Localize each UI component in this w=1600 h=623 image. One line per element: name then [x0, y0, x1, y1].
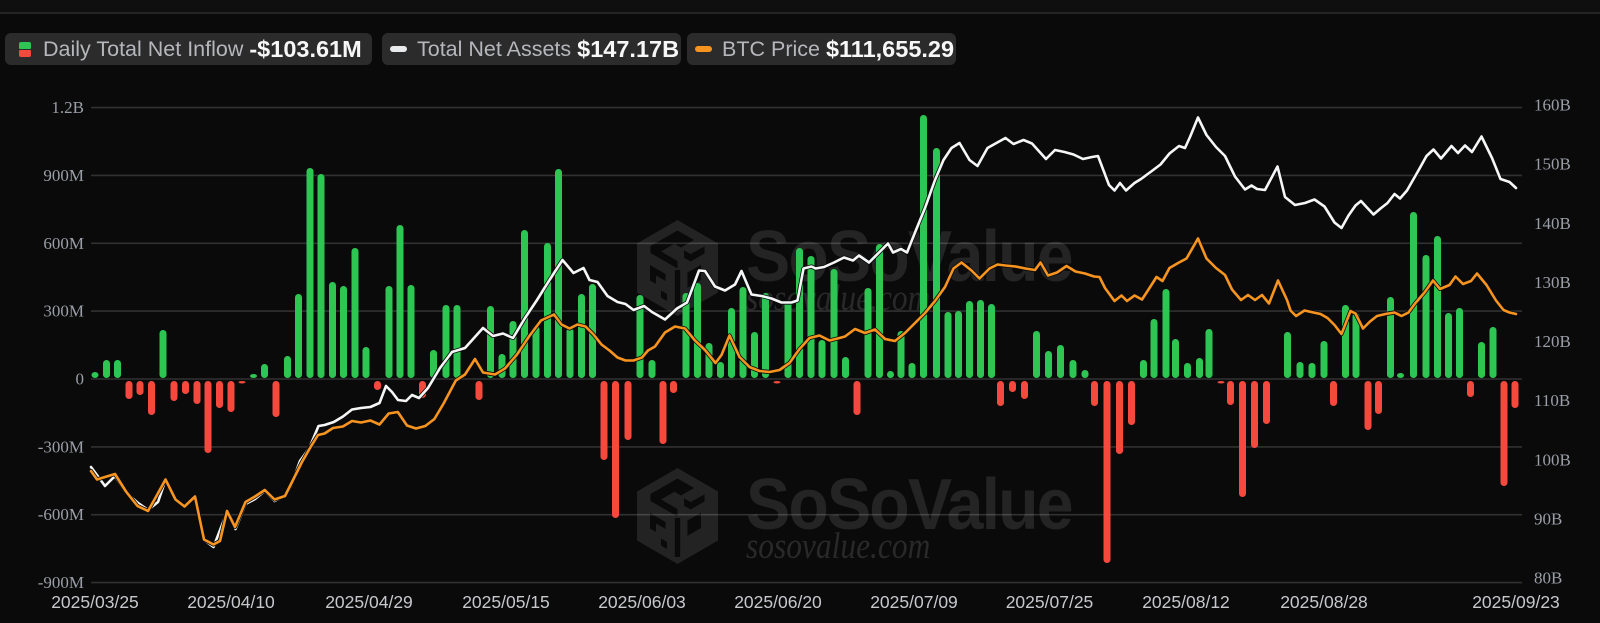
svg-text:2025/04/29: 2025/04/29: [325, 592, 413, 612]
svg-text:900M: 900M: [43, 166, 84, 185]
svg-text:2025/08/28: 2025/08/28: [1280, 592, 1368, 612]
svg-text:110B: 110B: [1534, 391, 1570, 410]
svg-text:2025/07/25: 2025/07/25: [1006, 592, 1094, 612]
svg-text:90B: 90B: [1534, 510, 1562, 529]
svg-text:2025/06/20: 2025/06/20: [734, 592, 822, 612]
svg-text:-300M: -300M: [38, 437, 84, 456]
svg-text:160B: 160B: [1534, 96, 1571, 115]
svg-text:0: 0: [76, 370, 85, 389]
svg-text:-600M: -600M: [38, 505, 84, 524]
svg-text:-900M: -900M: [38, 573, 84, 592]
svg-text:300M: 300M: [43, 302, 84, 321]
svg-text:80B: 80B: [1534, 569, 1562, 588]
svg-text:2025/06/03: 2025/06/03: [598, 592, 686, 612]
svg-text:120B: 120B: [1534, 332, 1571, 351]
svg-text:2025/09/23: 2025/09/23: [1472, 592, 1560, 612]
svg-text:140B: 140B: [1534, 214, 1571, 233]
svg-text:100B: 100B: [1534, 450, 1571, 469]
svg-text:2025/07/09: 2025/07/09: [870, 592, 958, 612]
svg-text:2025/08/12: 2025/08/12: [1142, 592, 1230, 612]
svg-text:2025/05/15: 2025/05/15: [462, 592, 550, 612]
svg-text:130B: 130B: [1534, 273, 1571, 292]
svg-text:600M: 600M: [43, 234, 84, 253]
svg-text:1.2B: 1.2B: [51, 98, 84, 117]
svg-text:2025/04/10: 2025/04/10: [187, 592, 275, 612]
svg-text:2025/03/25: 2025/03/25: [51, 592, 139, 612]
svg-text:150B: 150B: [1534, 155, 1571, 174]
